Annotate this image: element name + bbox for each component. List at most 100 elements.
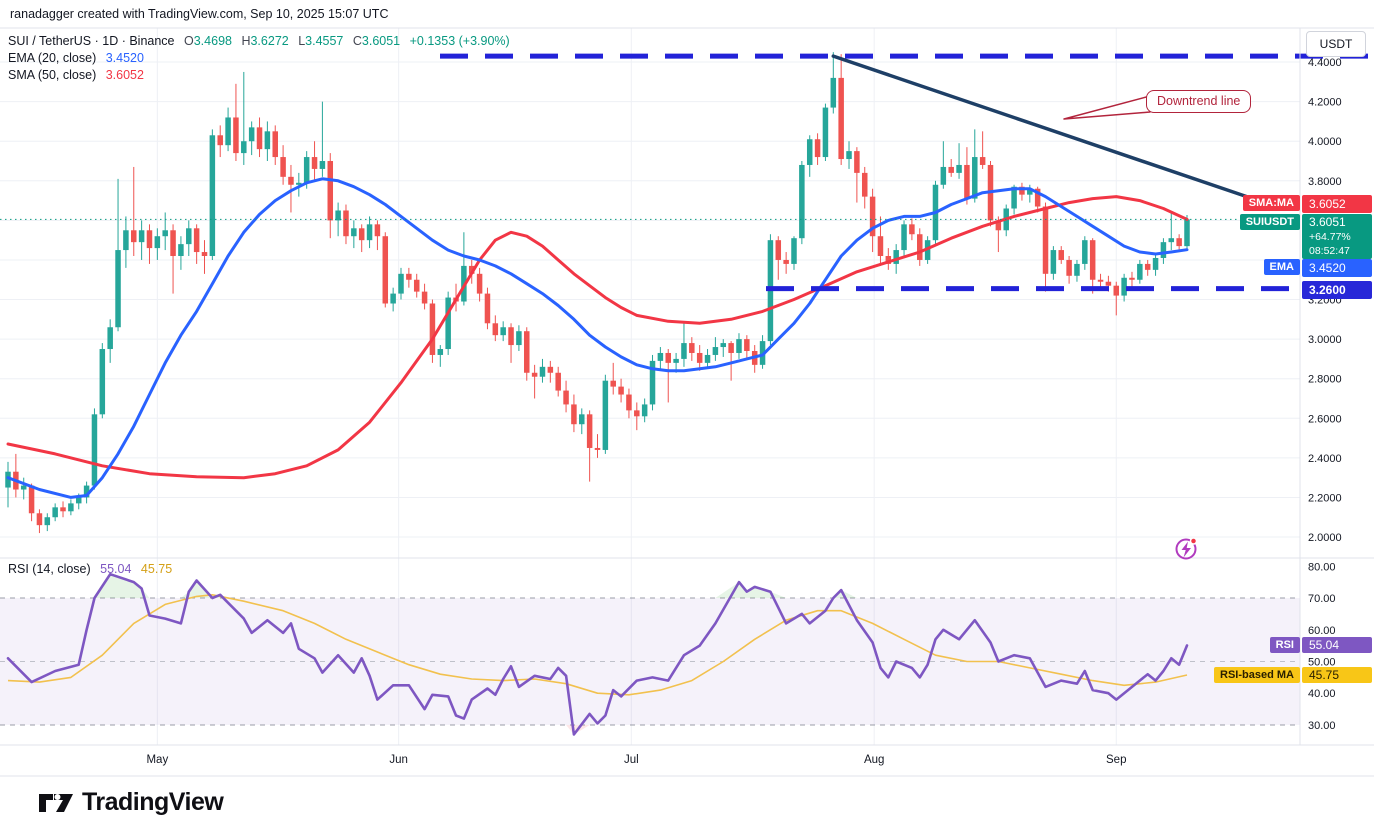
candle-body <box>940 166 947 185</box>
month-label-May[interactable]: May <box>146 754 168 766</box>
last-price: 3.6051 <box>1309 215 1346 229</box>
candle-body <box>1152 257 1159 270</box>
close-value: 3.6051 <box>361 34 401 48</box>
candle-body <box>146 230 153 249</box>
month-label-Jul[interactable]: Jul <box>624 754 639 766</box>
boost-notification-dot <box>1189 537 1198 545</box>
candle-body <box>1074 263 1080 276</box>
candle-body <box>327 161 334 221</box>
low-label: L <box>298 34 306 48</box>
sma-legend-row[interactable]: SMA (50, close) 3.6052 <box>8 67 510 84</box>
symbol-price-badge: SUIUSDT 3.6051 +64.77% 08:52:47 <box>1239 214 1372 259</box>
candle-body <box>594 447 601 450</box>
rsi-tick-label: 40.00 <box>1308 688 1336 700</box>
candle-body <box>877 236 884 257</box>
open-label: O <box>184 34 194 48</box>
candle-body <box>170 230 176 257</box>
candle-body <box>783 259 789 264</box>
month-label-Jun[interactable]: Jun <box>389 754 408 766</box>
rsi-oversold-fill <box>8 724 1187 735</box>
ema20-line <box>6 177 1189 499</box>
candle-body <box>1129 277 1135 280</box>
candle-body <box>854 151 860 173</box>
price-tick-label: 2.4000 <box>1308 453 1342 465</box>
candle-body <box>531 372 538 377</box>
candle-body <box>610 380 616 387</box>
candle-body <box>838 77 844 160</box>
rsi-tag: RSI <box>1269 637 1300 653</box>
candle-body <box>948 166 954 173</box>
candle-body <box>1184 219 1190 247</box>
candle-body <box>555 372 561 391</box>
month-label-Aug[interactable]: Aug <box>864 754 884 766</box>
rsi-ma-value: 45.75 <box>140 562 173 576</box>
sma-value: 3.6052 <box>105 68 144 82</box>
candle-body <box>75 497 82 504</box>
ema-legend-row[interactable]: EMA (20, close) 3.4520 <box>8 50 510 67</box>
rsi-tick-label: 70.00 <box>1308 593 1336 605</box>
close-label: C <box>352 34 362 48</box>
candle-body <box>524 331 530 373</box>
candle-body <box>91 414 98 486</box>
currency-toggle-button[interactable]: USDT <box>1306 31 1366 57</box>
change-percent: +64.77% <box>1309 231 1351 243</box>
boost-icon-circle[interactable] <box>1175 538 1197 560</box>
candle-body <box>846 151 852 160</box>
candle-body <box>516 331 522 346</box>
candle-body <box>657 352 664 361</box>
candle-body <box>52 507 58 518</box>
low-value: 3.4557 <box>305 34 344 48</box>
price-tick-label: 4.2000 <box>1308 97 1342 109</box>
tradingview-logo-icon <box>39 793 73 812</box>
candle-body <box>830 77 837 108</box>
candle-body <box>382 236 389 304</box>
candle-body <box>1066 259 1072 276</box>
candle-body <box>1168 238 1175 243</box>
price-tick-label: 3.0000 <box>1308 334 1342 346</box>
price-tick-label: 4.4000 <box>1308 57 1342 69</box>
candle-body <box>869 196 876 237</box>
rsi-tick-label: 60.00 <box>1308 625 1336 637</box>
month-label-Sep[interactable]: Sep <box>1106 754 1126 766</box>
candle-body <box>1160 242 1167 258</box>
candle-body <box>201 252 208 257</box>
candle-body <box>99 349 106 415</box>
candle-body <box>131 230 137 243</box>
rsi-legend-row[interactable]: RSI (14, close) 55.04 45.75 <box>8 562 172 576</box>
candle-body <box>602 380 609 450</box>
candle-body <box>20 485 27 490</box>
candle-body <box>744 339 750 351</box>
rsi-tick-label: 50.00 <box>1308 657 1336 669</box>
lightning-icon[interactable] <box>1181 541 1192 558</box>
candle-body <box>665 352 671 363</box>
candle-body <box>468 265 475 274</box>
rsi-ma-line <box>7 593 1188 696</box>
candle-body <box>500 327 506 336</box>
candle-body <box>107 327 113 350</box>
candle-body <box>178 244 184 257</box>
candle-body <box>343 210 349 237</box>
ema-value: 3.4520 <box>105 51 144 65</box>
candle-body <box>720 343 727 348</box>
attribution-text: ranadagger created with TradingView.com,… <box>10 7 389 21</box>
downtrend-callout[interactable]: Downtrend line <box>1146 90 1252 113</box>
candle-body <box>492 323 499 336</box>
candle-body <box>626 394 632 411</box>
candle-body <box>673 358 679 363</box>
symbol-row[interactable]: SUI / TetherUS · 1D · Binance O3.4698 H3… <box>8 33 510 50</box>
downtrend-trendline[interactable] <box>831 54 1249 199</box>
candle-body <box>241 141 247 154</box>
high-value: 3.6272 <box>250 34 289 48</box>
rsi-line <box>6 572 1189 736</box>
rsi-overbought-fill <box>8 574 1187 599</box>
candle-body <box>979 157 986 165</box>
tradingview-logo[interactable]: TradingView <box>38 788 224 817</box>
rsi-tick-label: 80.00 <box>1308 561 1336 573</box>
candle-body <box>964 164 970 199</box>
candle-body <box>28 485 35 514</box>
candle-body <box>115 250 121 328</box>
candle-body <box>445 297 451 350</box>
candle-body <box>861 172 868 197</box>
candle-body <box>429 303 436 355</box>
